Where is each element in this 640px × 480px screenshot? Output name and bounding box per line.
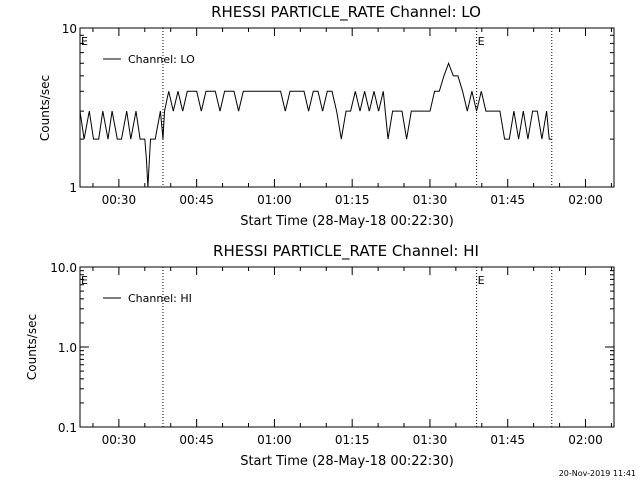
hi-x-tick-label: 01:45 [490,433,525,447]
lo-x-tick-label: 00:45 [179,193,214,207]
lo-x-tick-label: 01:00 [257,193,292,207]
lo-plot-frame [79,27,615,188]
hi-x-axis-label: Start Time (28-May-18 00:22:30) [240,454,454,469]
lo-x-axis: 00:30 00:45 01:00 01:15 01:30 01:45 02:00 [92,28,612,207]
lo-channel-panel: RHESSI PARTICLE_RATE Channel: LO 1 10 00:… [38,3,615,229]
lo-event-marker: E [478,35,485,48]
hi-x-tick-label: 00:30 [102,433,137,447]
lo-x-axis-label: Start Time (28-May-18 00:22:30) [240,214,454,229]
lo-x-tick-label: 01:30 [413,193,448,207]
footer-timestamp: 20-Nov-2019 11:41 [559,469,636,478]
hi-event-marker: E [81,274,88,287]
hi-x-tick-label: 02:00 [568,433,603,447]
hi-y-axis: 0.1 1.0 10.0 [50,261,614,435]
hi-x-tick-label: 00:45 [179,433,214,447]
lo-legend-label: Channel: LO [128,53,195,66]
hi-x-tick-label: 01:30 [413,433,448,447]
hi-legend-label: Channel: HI [128,292,192,305]
hi-x-tick-label: 01:15 [335,433,370,447]
lo-x-tick-label: 00:30 [102,193,137,207]
hi-event-marker: E [478,274,485,287]
lo-y-axis-label: Counts/sec [38,75,52,141]
hi-chart-title: RHESSI PARTICLE_RATE Channel: HI [213,242,479,261]
lo-y-tick-label: 10 [62,22,77,36]
hi-y-tick-label: 0.1 [58,421,77,435]
hi-x-axis: 00:30 00:45 01:00 01:15 01:30 01:45 02:00 [92,267,612,447]
hi-x-tick-label: 01:00 [257,433,292,447]
lo-x-tick-label: 01:45 [490,193,525,207]
lo-x-tick-label: 01:15 [335,193,370,207]
lo-x-tick-label: 02:00 [568,193,603,207]
lo-chart-title: RHESSI PARTICLE_RATE Channel: LO [211,3,481,22]
hi-y-tick-label: 1.0 [58,341,77,355]
hi-plot-frame [79,266,615,428]
lo-y-axis: 1 10 [62,22,614,195]
hi-channel-panel: RHESSI PARTICLE_RATE Channel: HI 0.1 1.0 1… [25,242,615,469]
hi-y-axis-label: Counts/sec [25,314,39,380]
lo-series-line [79,61,552,188]
hi-y-tick-label: 10.0 [50,261,77,275]
lo-event-marker: E [81,35,88,48]
lo-y-tick-label: 1 [69,181,77,195]
